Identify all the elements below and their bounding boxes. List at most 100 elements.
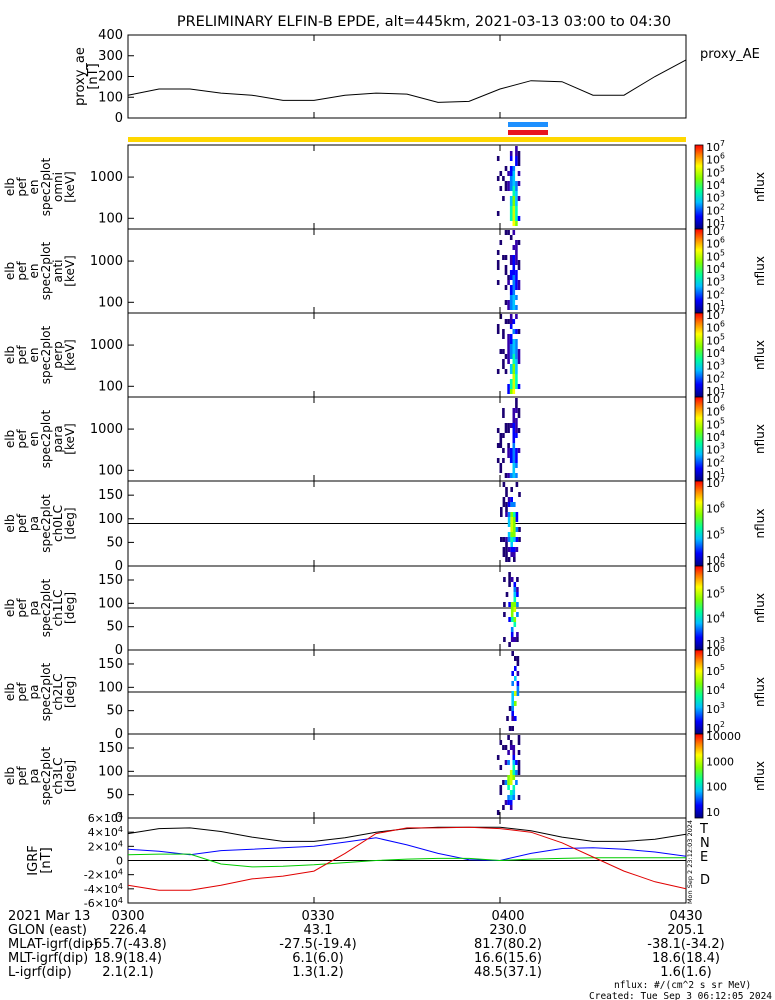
heatmap-cell	[512, 374, 516, 379]
heatmap-cell	[513, 532, 516, 537]
heatmap-cell	[507, 795, 510, 800]
heatmap-cell	[515, 369, 518, 374]
panel-ylabel-word: [deg]	[63, 508, 77, 540]
heatmap-cell	[515, 255, 518, 260]
heatmap-cell	[512, 280, 516, 285]
heatmap-cell	[508, 642, 511, 647]
lshell-value: 1.6(1.6)	[660, 965, 712, 980]
heatmap-cell	[505, 547, 508, 552]
heatmap-cell	[513, 637, 517, 642]
colorbar	[694, 480, 704, 567]
spectrogram-panel-pa-ch0LC: 050100150elbpefpaspec2plotch0LC[deg]1041…	[3, 475, 767, 574]
heatmap-cell	[512, 275, 516, 280]
mlat-value: -38.1(-34.2)	[647, 937, 724, 952]
colorbar-tick-label: 103	[706, 636, 725, 651]
heatmap-cell	[507, 349, 510, 354]
ytick-label: 150	[98, 488, 123, 503]
colorbar-tick-label: 104	[706, 261, 725, 276]
heatmap-cell	[517, 750, 521, 755]
heatmap-cell	[509, 740, 513, 745]
heatmap-cell	[499, 433, 503, 438]
colorbar-tick-label: 106	[706, 560, 725, 575]
panel-ylabel-word: pef	[15, 177, 29, 197]
panels: 0100200300400proxy_ae[nT]proxy_AE1001000…	[3, 28, 767, 980]
heatmap-cell	[509, 780, 513, 785]
heatmap-cell	[508, 617, 511, 622]
colorbar	[694, 396, 704, 482]
heatmap-cell	[515, 359, 518, 364]
glon-row-label: GLON (east)	[8, 923, 87, 938]
heatmap-cell	[512, 755, 516, 760]
heatmap-cell	[509, 206, 513, 211]
heatmap-cell	[515, 196, 518, 201]
colorbar-tick-label: 106	[706, 236, 725, 251]
proxy-ae-legend: proxy_AE	[700, 47, 760, 62]
heatmap-cell	[512, 245, 516, 250]
heatmap-cell	[515, 482, 519, 487]
heatmap-cell	[511, 701, 514, 706]
heatmap-cell	[499, 438, 503, 443]
heatmap-cell	[513, 527, 516, 532]
heatmap-cell	[518, 492, 521, 497]
panel-ylabel-word: pef	[15, 345, 29, 365]
heatmap-cell	[515, 314, 518, 319]
heatmap-cell	[507, 453, 510, 458]
time-tick-label: 0400	[491, 909, 524, 924]
heatmap-cell	[510, 542, 513, 547]
heatmap-cell	[507, 735, 510, 740]
heatmap-cell	[504, 166, 508, 171]
heatmap-cell	[496, 324, 500, 329]
heatmap-cell	[516, 637, 519, 642]
heatmap-cell	[504, 760, 508, 765]
igrf-N-line	[127, 837, 687, 862]
panel-ylabel-word: elb	[3, 514, 17, 532]
heatmap-cell	[512, 468, 516, 473]
colorbar-label: nflux	[753, 593, 767, 623]
colorbar-tick-label: 102	[706, 202, 725, 217]
heatmap-cell	[502, 413, 505, 418]
heatmap-cell	[514, 666, 517, 671]
heatmap-cell	[518, 537, 521, 542]
colorbar-tick-label: 105	[706, 164, 725, 179]
spectrogram-panel-en-anti: 1001000elbpefenspec2plotanti[keV]1011021…	[3, 223, 767, 314]
satellite-coverage-bar	[128, 137, 686, 142]
heatmap-cell	[509, 423, 513, 428]
heatmap-cell	[496, 176, 500, 181]
science-zone-bar-blue	[508, 122, 548, 127]
heatmap-cell	[505, 542, 508, 547]
heatmap-cell	[509, 458, 513, 463]
colorbar-label: nflux	[753, 256, 767, 286]
ytick-label: 100	[98, 680, 123, 695]
heatmap-cell	[509, 453, 513, 458]
heatmap-cell	[500, 507, 503, 512]
heatmap-cell	[517, 280, 521, 285]
heatmap-cell	[511, 706, 514, 711]
heatmap-cell	[499, 349, 503, 354]
heatmap-cell	[512, 458, 516, 463]
heatmap-cell	[507, 473, 510, 478]
heatmap-cell	[505, 557, 508, 562]
heatmap-cell	[513, 502, 516, 507]
heatmap-cell	[496, 260, 500, 265]
lshell-value: 1.3(1.2)	[292, 965, 344, 980]
lshell-value: 2.1(2.1)	[102, 965, 154, 980]
heatmap-cell	[504, 230, 508, 235]
heatmap-cell	[515, 260, 518, 265]
plot-title: PRELIMINARY ELFIN-B EPDE, alt=445km, 202…	[177, 14, 671, 30]
heatmap-cell	[512, 191, 516, 196]
panel-ylabel-word: [keV]	[63, 255, 77, 286]
heatmap-cell	[512, 453, 516, 458]
heatmap-cell	[512, 389, 516, 394]
heatmap-cell	[512, 221, 516, 226]
heatmap-cell	[512, 255, 516, 260]
heatmap-cell	[515, 448, 518, 453]
panel-ylabel-word: pef	[15, 598, 29, 618]
heatmap-cell	[504, 354, 508, 359]
heatmap-cell	[515, 156, 518, 161]
heatmap-cell	[512, 206, 516, 211]
heatmap-cell	[515, 770, 518, 775]
time-axis-table: 2021 Mar 13 GLON (east) MLAT-igrf(dip) M…	[8, 909, 98, 980]
heatmap-cell	[509, 473, 513, 478]
mlat-row-label: MLAT-igrf(dip)	[8, 937, 98, 952]
heatmap-cell	[517, 765, 521, 770]
